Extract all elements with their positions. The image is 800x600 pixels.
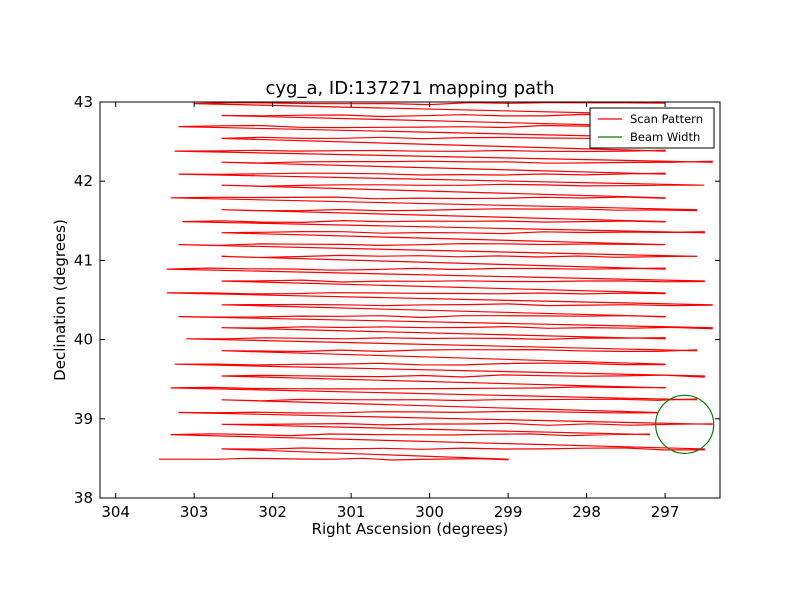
scan-pattern-line bbox=[158, 102, 713, 461]
x-tick-label: 303 bbox=[180, 503, 209, 521]
x-axis-label: Right Ascension (degrees) bbox=[312, 520, 509, 538]
y-tick-label: 43 bbox=[74, 93, 93, 111]
legend-box bbox=[589, 107, 715, 149]
x-tick-label: 304 bbox=[101, 503, 130, 521]
x-tick-label: 298 bbox=[572, 503, 601, 521]
y-tick-label: 42 bbox=[74, 172, 93, 190]
y-tick-label: 38 bbox=[74, 489, 93, 507]
x-tick-label: 300 bbox=[415, 503, 444, 521]
x-tick-label: 302 bbox=[258, 503, 287, 521]
y-axis-label: Declination (degrees) bbox=[51, 219, 69, 381]
x-tick-label: 299 bbox=[494, 503, 523, 521]
legend-label: Beam Width bbox=[630, 130, 700, 144]
y-tick-label: 41 bbox=[74, 251, 93, 269]
x-tick-label: 297 bbox=[651, 503, 680, 521]
legend-label: Scan Pattern bbox=[630, 112, 703, 126]
chart-title: cyg_a, ID:137271 mapping path bbox=[265, 78, 554, 99]
x-tick-label: 301 bbox=[337, 503, 366, 521]
legend: Scan Pattern Beam Width bbox=[589, 107, 715, 149]
plot-area bbox=[158, 102, 715, 461]
axes: 304 303 302 301 300 299 298 297 38 39 40 41 42 43 bbox=[74, 93, 721, 521]
y-tick-label: 39 bbox=[74, 410, 93, 428]
beam-width-circle bbox=[655, 394, 715, 454]
plot-frame bbox=[99, 101, 721, 499]
y-tick-label: 40 bbox=[74, 331, 93, 349]
